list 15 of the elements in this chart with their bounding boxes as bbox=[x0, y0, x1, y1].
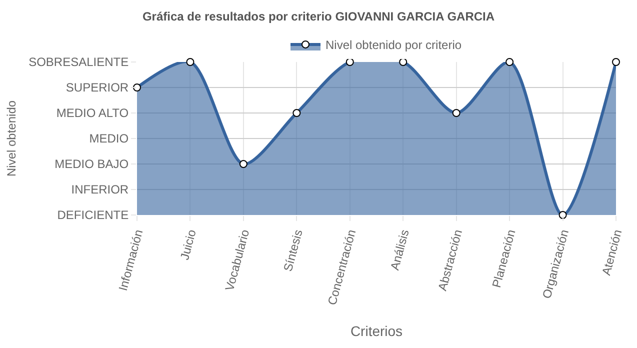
text: Nivel obtenido bbox=[4, 100, 18, 176]
category-label: SOBRESALIENTE bbox=[28, 55, 129, 70]
category-label: INFERIOR bbox=[71, 182, 129, 197]
x-axis-title: Criterios bbox=[350, 322, 403, 339]
category-label: MEDIO bbox=[89, 132, 129, 146]
legend-label: Nivel obtenido por criterio bbox=[326, 38, 462, 52]
x-tick-label: Síntesis bbox=[280, 228, 306, 273]
chart-title: Gráfica de resultados por criterio GIOVANNI GARCIA GARCIA bbox=[142, 10, 495, 24]
category-label: MEDIO BAJO bbox=[54, 157, 129, 172]
category-label: MEDIO ALTO bbox=[56, 106, 129, 120]
category-label: SUPERIOR bbox=[66, 80, 129, 95]
x-tick-label: Juicio bbox=[177, 228, 199, 262]
category-label: DEFICIENTE bbox=[57, 208, 129, 222]
x-tick-label: Atención bbox=[599, 228, 625, 277]
x-tick-label: Análisis bbox=[388, 228, 412, 272]
